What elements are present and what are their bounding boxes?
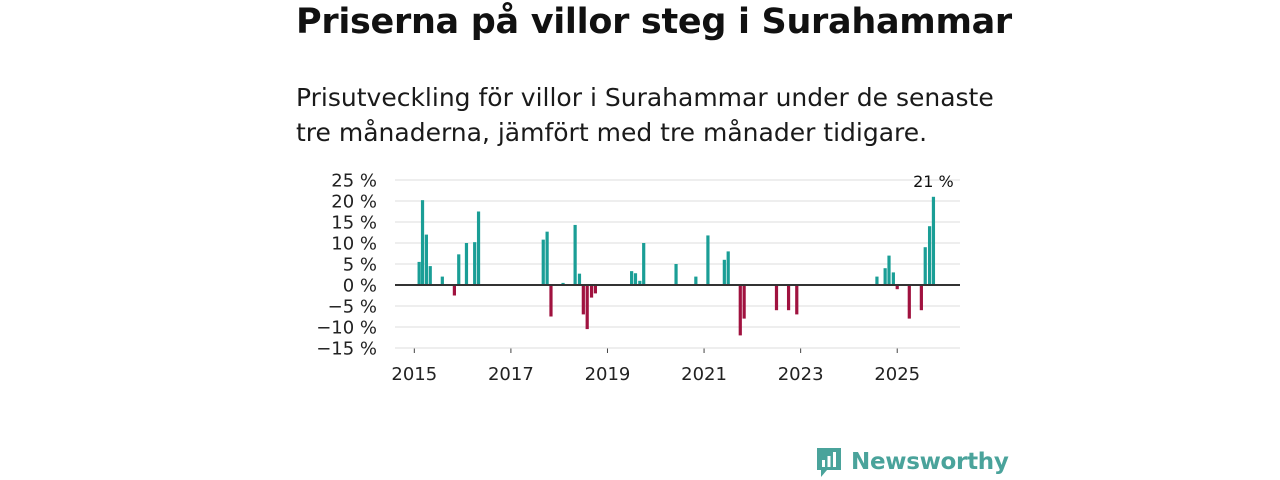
y-tick-label: 5 %: [343, 255, 377, 276]
bar: [420, 200, 425, 285]
x-tick-label: 2019: [585, 364, 631, 385]
bar: [541, 239, 545, 285]
x-tick-label: 2021: [681, 364, 727, 385]
bar: [476, 211, 481, 285]
logo-text: Newsworthy: [851, 449, 1009, 475]
bar: [577, 273, 582, 285]
bar: [440, 276, 444, 285]
bar: [919, 285, 923, 311]
bar: [593, 285, 598, 294]
bar: [795, 285, 799, 315]
bar: [642, 243, 646, 285]
y-tick-label: −5 %: [328, 297, 377, 318]
bar: [883, 268, 887, 285]
bar: [638, 280, 642, 285]
chart-title: Priserna på villor steg i Surahammar: [296, 2, 1012, 42]
bar: [726, 251, 730, 285]
bar: [742, 285, 746, 319]
bar: [931, 196, 936, 285]
bar: [573, 224, 577, 285]
bar: [927, 226, 932, 285]
bar: [738, 285, 742, 336]
y-tick-label: 25 %: [331, 171, 377, 192]
y-tick-label: −15 %: [316, 339, 377, 360]
y-tick-label: 20 %: [331, 192, 377, 213]
bar: [895, 285, 899, 290]
bar: [549, 285, 553, 317]
bar: [589, 285, 594, 298]
y-tick-label: 10 %: [331, 234, 377, 255]
bar: [457, 254, 461, 285]
newsworthy-logo-icon: [817, 448, 841, 477]
y-tick-label: 0 %: [343, 276, 377, 297]
bar: [891, 272, 895, 285]
bar: [473, 242, 477, 285]
bar: [581, 285, 585, 315]
bar: [722, 259, 726, 285]
bar: [424, 234, 428, 285]
bar: [694, 276, 698, 285]
bar: [774, 285, 779, 311]
chart-subtitle: Prisutveckling för villor i Surahammar u…: [296, 80, 996, 150]
last-value-label: 21 %: [913, 172, 954, 191]
y-tick-label: −10 %: [316, 318, 377, 339]
x-tick-label: 2023: [778, 364, 824, 385]
bar: [561, 282, 565, 285]
bar: [923, 247, 927, 285]
x-tick-label: 2015: [391, 364, 437, 385]
bar: [428, 266, 432, 285]
bar: [674, 264, 678, 285]
bar: [630, 271, 634, 285]
x-tick-label: 2017: [488, 364, 534, 385]
y-tick-label: 15 %: [331, 213, 377, 234]
bar: [452, 285, 456, 296]
bar: [545, 231, 549, 285]
bar: [417, 261, 421, 285]
bar: [887, 255, 891, 285]
x-tick-label: 2025: [874, 364, 920, 385]
bar: [633, 273, 638, 285]
bar: [786, 285, 791, 311]
bar: [706, 235, 710, 285]
bar: [464, 243, 469, 285]
newsworthy-logo[interactable]: Newsworthy: [815, 446, 1009, 478]
subtitle-line-1: Prisutveckling för villor i Surahammar u…: [296, 83, 994, 112]
bar: [585, 285, 589, 330]
bar: [907, 285, 911, 319]
bar: [875, 276, 879, 285]
subtitle-line-2: tre månaderna, jämfört med tre månader t…: [296, 118, 928, 147]
